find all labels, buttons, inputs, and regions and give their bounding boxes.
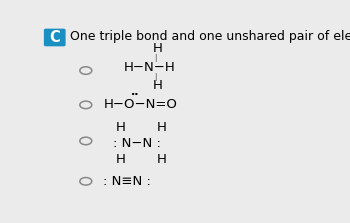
Text: H−O−N=O: H−O−N=O [104,98,177,111]
Text: H: H [116,121,126,134]
FancyBboxPatch shape [44,29,65,46]
Text: H−N−H: H−N−H [124,61,175,74]
Text: H: H [157,153,167,166]
Text: H: H [153,80,163,93]
Text: H: H [153,42,163,55]
Text: C: C [49,30,60,45]
Text: H: H [116,153,126,166]
Text: : N≡N :: : N≡N : [104,175,151,188]
Text: ··: ·· [131,91,139,100]
Text: One triple bond and one unshared pair of electrons: One triple bond and one unshared pair of… [70,30,350,43]
Text: ❘: ❘ [152,53,159,62]
Text: ❘: ❘ [152,72,159,81]
Text: : N−N :: : N−N : [113,137,161,150]
Text: H: H [157,121,167,134]
